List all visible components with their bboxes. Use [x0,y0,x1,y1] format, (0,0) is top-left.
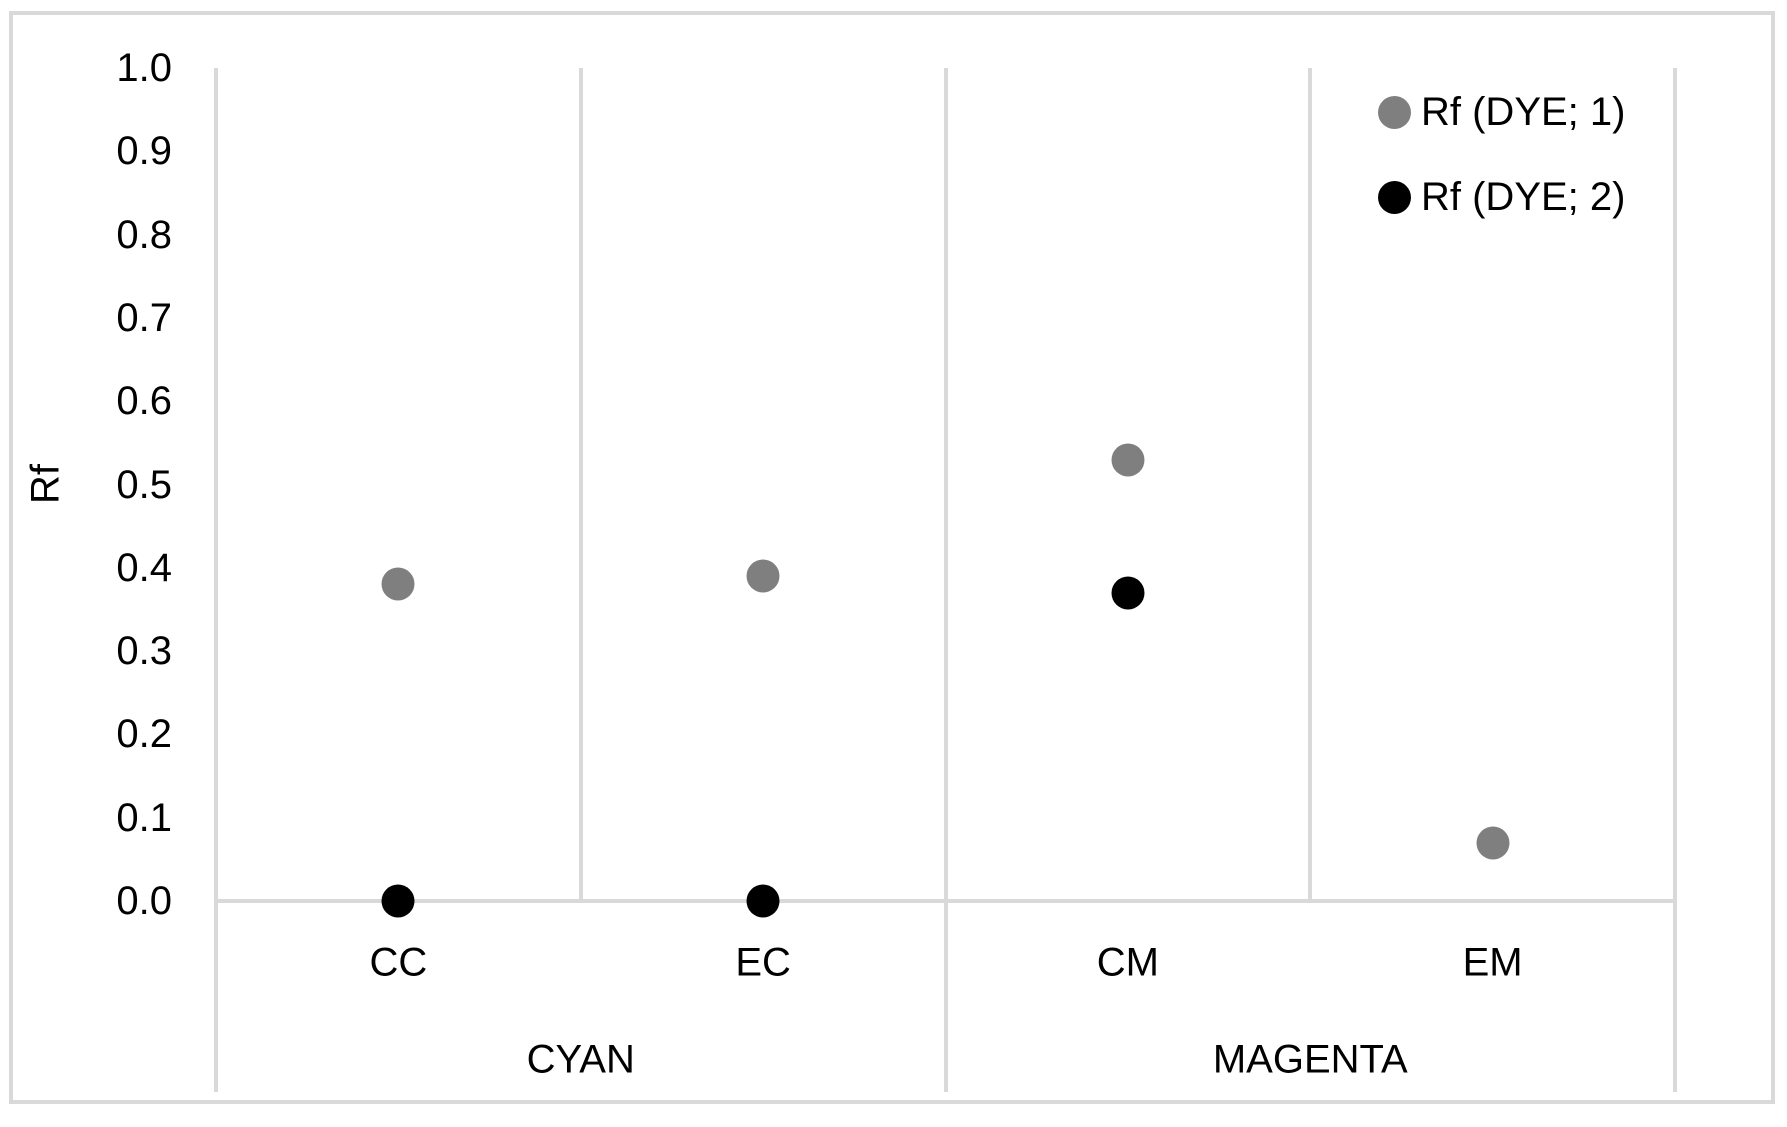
category-label-cc: CC [369,940,428,985]
category-label-ec: EC [735,940,791,985]
y-tick-label: 0.9 [116,129,172,174]
data-point-series1-cc [381,567,415,601]
legend-label: Rf (DYE; 2) [1421,174,1626,219]
legend: Rf (DYE; 1) Rf (DYE; 2) [1378,84,1625,254]
y-tick-label: 0.4 [116,545,172,590]
group-label-cyan: CYAN [526,1037,635,1082]
legend-item-series1: Rf (DYE; 1) [1378,84,1625,140]
legend-item-series2: Rf (DYE; 2) [1378,169,1625,225]
category-label-cm: CM [1096,940,1159,985]
y-tick-label: 0.7 [116,295,172,340]
data-point-series2-ec [746,884,780,918]
label-area-divider [1673,901,1677,1092]
category-gridline [578,68,583,903]
y-tick-label: 0.3 [116,629,172,674]
data-point-series1-cm [1111,443,1145,476]
data-point-series2-cc [381,884,415,918]
legend-marker-icon [1378,180,1411,214]
group-label-magenta: MAGENTA [1212,1037,1408,1082]
y-tick-label: 0.1 [116,795,172,840]
chart-border [9,11,1775,1104]
data-point-series1-em [1476,826,1510,860]
data-point-series1-ec [746,559,780,593]
label-area-divider [943,901,948,1092]
y-tick-label: 0.8 [116,212,172,257]
legend-marker-icon [1378,95,1411,129]
y-tick-label: 1.0 [116,46,172,90]
legend-label: Rf (DYE; 1) [1421,89,1626,134]
category-gridline [943,68,948,903]
y-tick-label: 0.0 [116,879,172,923]
category-gridline [1308,68,1313,903]
y-tick-label: 0.5 [116,462,172,507]
y-axis-line [214,68,218,903]
label-area-divider [214,901,218,1092]
y-tick-label: 0.6 [116,379,172,424]
category-label-em: EM [1462,940,1523,985]
y-tick-label: 0.2 [116,712,172,757]
category-gridline [1673,68,1677,903]
data-point-series2-cm [1111,576,1145,610]
